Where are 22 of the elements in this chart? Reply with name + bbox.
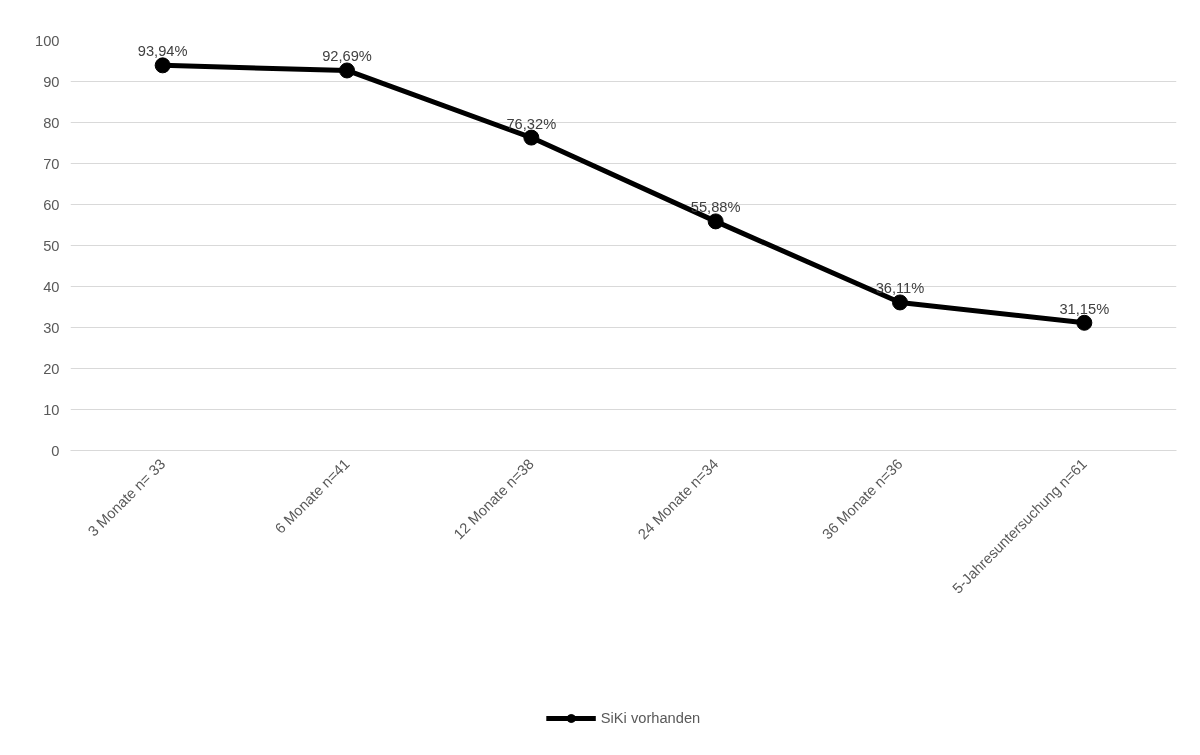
y-tick-label: 20: [43, 360, 60, 377]
y-tick-label: 70: [43, 155, 60, 172]
y-tick-label: 50: [43, 237, 60, 254]
y-tick-label: 80: [43, 114, 60, 131]
data-label: 55,88%: [690, 199, 741, 216]
y-tick-label: 10: [43, 401, 60, 418]
y-tick-label: 100: [35, 32, 60, 49]
point: [339, 62, 355, 79]
legend-label: SiKi vorhanden: [600, 709, 701, 726]
y-tick-label: 0: [51, 442, 60, 459]
point: [154, 57, 171, 74]
point: [707, 213, 724, 230]
data-label: 31,15%: [1059, 300, 1110, 317]
y-tick-label: 60: [43, 196, 60, 213]
point: [892, 294, 908, 311]
data-label: 93,94%: [137, 43, 188, 60]
data-label: 92,69%: [322, 48, 372, 65]
y-tick-label: 90: [43, 73, 60, 90]
data-label: 76,32%: [506, 115, 557, 132]
y-tick-label: 30: [43, 319, 60, 336]
y-tick-label: 40: [43, 278, 60, 295]
data-label: 36,11%: [875, 280, 925, 297]
